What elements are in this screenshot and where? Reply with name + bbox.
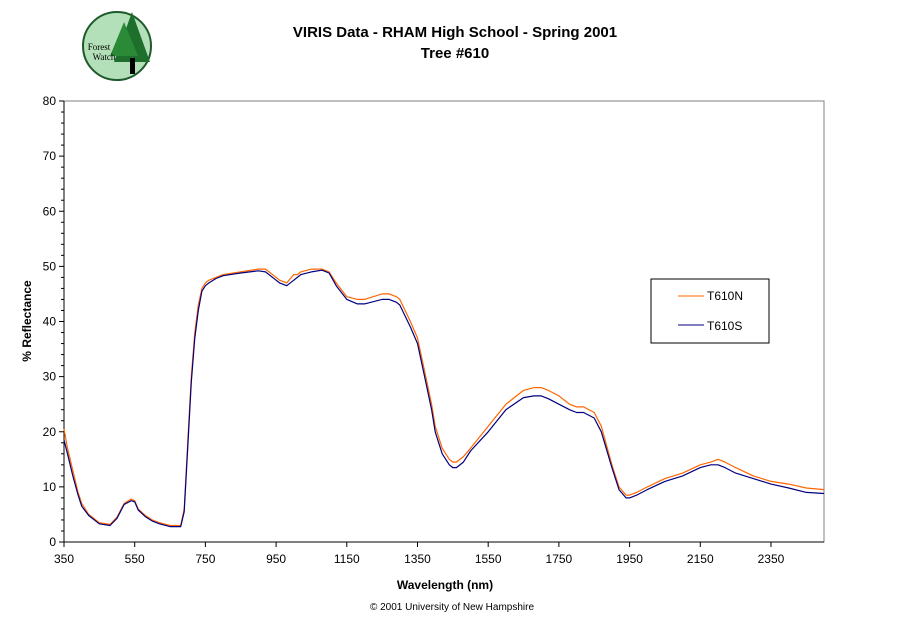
legend-label-t610n: T610N — [707, 289, 743, 303]
x-tick-label: 950 — [266, 552, 286, 566]
series-line-t610n — [63, 268, 825, 527]
y-tick-label: 10 — [43, 480, 57, 494]
forest-watch-logo: Forest Watch — [82, 11, 152, 81]
y-axis: 0 10 20 30 40 50 60 70 80 — [43, 94, 65, 549]
x-tick-label: 2150 — [687, 552, 714, 566]
series-line-t610s — [63, 269, 825, 528]
y-tick-label: 50 — [43, 259, 57, 273]
y-tick-label: 40 — [43, 315, 57, 329]
x-tick-label: 1350 — [404, 552, 431, 566]
y-tick-label: 0 — [49, 535, 56, 549]
legend: T610N T610S — [650, 278, 770, 344]
x-tick-label: 750 — [195, 552, 215, 566]
y-tick-label: 80 — [43, 94, 57, 108]
x-axis-title: Wavelength (nm) — [397, 578, 493, 592]
series-group — [63, 268, 825, 528]
x-tick-label: 550 — [125, 552, 145, 566]
y-tick-label: 30 — [43, 370, 57, 384]
chart-subtitle: Tree #610 — [421, 45, 489, 62]
x-tick-label: 350 — [54, 552, 74, 566]
x-tick-label: 1550 — [475, 552, 502, 566]
x-tick-label: 1750 — [546, 552, 573, 566]
x-tick-label: 2350 — [758, 552, 785, 566]
legend-label-t610s: T610S — [707, 319, 742, 333]
tree-trunk-icon — [130, 58, 135, 74]
copyright-text: © 2001 University of New Hampshire — [370, 602, 535, 613]
y-tick-label: 20 — [43, 425, 57, 439]
x-tick-label: 1950 — [616, 552, 643, 566]
logo-text-line2: Watch — [93, 52, 116, 62]
y-axis-title: % Reflectance — [20, 280, 34, 362]
legend-box — [650, 278, 770, 344]
x-tick-label: 1150 — [334, 552, 360, 566]
tree-icon-inner — [110, 22, 138, 56]
y-tick-label: 70 — [43, 149, 57, 163]
chart-title: VIRIS Data - RHAM High School - Spring 2… — [293, 24, 617, 41]
x-axis: 350 550 750 950 1150 1350 1550 1750 1950 2150 2350 — [54, 541, 824, 566]
y-tick-label: 60 — [43, 204, 57, 218]
logo-text-line1: Forest — [88, 42, 111, 52]
